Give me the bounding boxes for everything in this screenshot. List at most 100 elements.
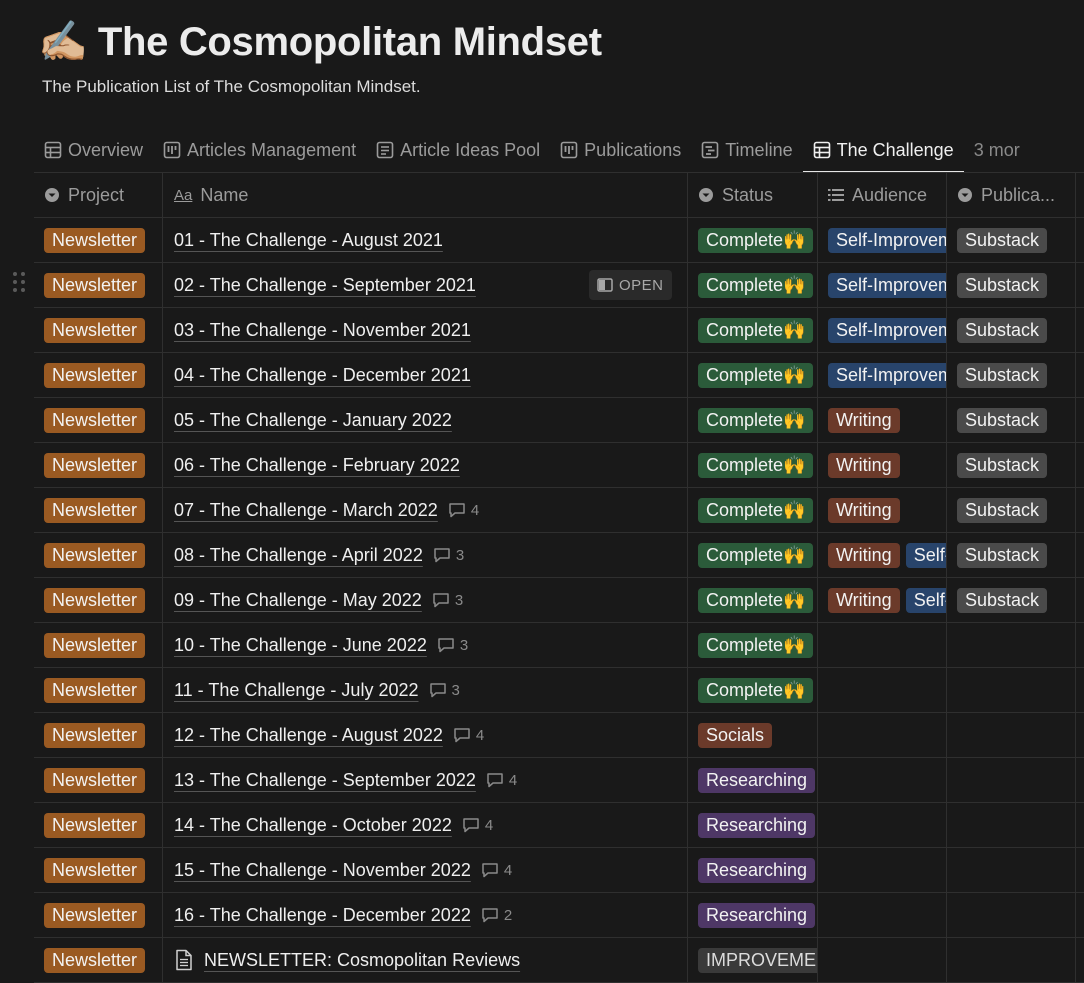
- status-cell[interactable]: Complete🙌: [688, 308, 818, 352]
- drag-handle-icon[interactable]: [12, 271, 26, 293]
- publication-cell[interactable]: [947, 623, 1076, 667]
- row-title[interactable]: 02 - The Challenge - September 2021: [174, 274, 476, 295]
- comment-count[interactable]: 3: [432, 592, 463, 609]
- audience-cell[interactable]: Writing: [818, 488, 947, 532]
- table-row[interactable]: Newsletter 12 - The Challenge - August 20…: [34, 713, 1084, 758]
- publication-cell[interactable]: [947, 713, 1076, 757]
- project-cell[interactable]: Newsletter: [34, 533, 163, 577]
- name-cell[interactable]: 13 - The Challenge - September 2022 4: [163, 758, 688, 802]
- table-row[interactable]: Newsletter 16 - The Challenge - December …: [34, 893, 1084, 938]
- tab-overview[interactable]: Overview: [34, 128, 153, 172]
- status-cell[interactable]: Complete🙌: [688, 668, 818, 712]
- name-cell[interactable]: 12 - The Challenge - August 2022 4: [163, 713, 688, 757]
- audience-cell[interactable]: [818, 758, 947, 802]
- name-cell[interactable]: 09 - The Challenge - May 2022 3: [163, 578, 688, 622]
- audience-cell[interactable]: [818, 803, 947, 847]
- publication-cell[interactable]: Substack: [947, 443, 1076, 487]
- audience-cell[interactable]: Self-Improvement: [818, 263, 947, 307]
- comment-count[interactable]: 4: [453, 727, 484, 744]
- status-cell[interactable]: Complete🙌: [688, 578, 818, 622]
- audience-cell[interactable]: Self-Improvement: [818, 353, 947, 397]
- audience-cell[interactable]: [818, 713, 947, 757]
- column-header-status[interactable]: Status: [688, 173, 818, 217]
- publication-cell[interactable]: [947, 803, 1076, 847]
- table-row[interactable]: Newsletter 06 - The Challenge - February …: [34, 443, 1084, 488]
- row-title[interactable]: 08 - The Challenge - April 2022: [174, 544, 423, 565]
- audience-cell[interactable]: [818, 668, 947, 712]
- publication-cell[interactable]: [947, 893, 1076, 937]
- project-cell[interactable]: Newsletter: [34, 848, 163, 892]
- column-header-project[interactable]: Project: [34, 173, 163, 217]
- publication-cell[interactable]: Substack: [947, 533, 1076, 577]
- row-title[interactable]: 04 - The Challenge - December 2021: [174, 364, 471, 385]
- project-cell[interactable]: Newsletter: [34, 938, 163, 982]
- audience-cell[interactable]: Writing: [818, 398, 947, 442]
- status-cell[interactable]: Socials: [688, 713, 818, 757]
- row-title[interactable]: 06 - The Challenge - February 2022: [174, 454, 460, 475]
- status-cell[interactable]: Complete🙌: [688, 623, 818, 667]
- name-cell[interactable]: 08 - The Challenge - April 2022 3: [163, 533, 688, 577]
- publication-cell[interactable]: Substack: [947, 263, 1076, 307]
- table-row[interactable]: Newsletter 03 - The Challenge - November …: [34, 308, 1084, 353]
- comment-count[interactable]: 2: [481, 907, 512, 924]
- table-row[interactable]: Newsletter 08 - The Challenge - April 202…: [34, 533, 1084, 578]
- column-header-publication[interactable]: Publica...: [947, 173, 1076, 217]
- audience-cell[interactable]: Self-Improvement: [818, 308, 947, 352]
- publication-cell[interactable]: Substack: [947, 578, 1076, 622]
- comment-count[interactable]: 3: [429, 682, 460, 699]
- row-title[interactable]: 12 - The Challenge - August 2022: [174, 724, 443, 745]
- status-cell[interactable]: Complete🙌: [688, 263, 818, 307]
- comment-count[interactable]: 3: [433, 547, 464, 564]
- table-row[interactable]: Newsletter 13 - The Challenge - September…: [34, 758, 1084, 803]
- comment-count[interactable]: 4: [448, 502, 479, 519]
- tab-article-ideas-pool[interactable]: Article Ideas Pool: [366, 128, 550, 172]
- project-cell[interactable]: Newsletter: [34, 803, 163, 847]
- row-title[interactable]: 03 - The Challenge - November 2021: [174, 319, 471, 340]
- name-cell[interactable]: 07 - The Challenge - March 2022 4: [163, 488, 688, 532]
- status-cell[interactable]: Complete🙌: [688, 353, 818, 397]
- publication-cell[interactable]: Substack: [947, 308, 1076, 352]
- status-cell[interactable]: Complete🙌: [688, 488, 818, 532]
- publication-cell[interactable]: Substack: [947, 398, 1076, 442]
- table-row[interactable]: Newsletter 02 - The Challenge - September…: [34, 263, 1084, 308]
- project-cell[interactable]: Newsletter: [34, 578, 163, 622]
- publication-cell[interactable]: [947, 758, 1076, 802]
- tab-articles-management[interactable]: Articles Management: [153, 128, 366, 172]
- publication-cell[interactable]: [947, 938, 1076, 982]
- audience-cell[interactable]: [818, 623, 947, 667]
- status-cell[interactable]: IMPROVEMENT: [688, 938, 818, 982]
- audience-cell[interactable]: Writing: [818, 443, 947, 487]
- name-cell[interactable]: 06 - The Challenge - February 2022: [163, 443, 688, 487]
- project-cell[interactable]: Newsletter: [34, 218, 163, 262]
- publication-cell[interactable]: Substack: [947, 488, 1076, 532]
- table-row[interactable]: Newsletter 15 - The Challenge - November …: [34, 848, 1084, 893]
- status-cell[interactable]: Researching: [688, 803, 818, 847]
- row-title[interactable]: 10 - The Challenge - June 2022: [174, 634, 427, 655]
- audience-cell[interactable]: [818, 848, 947, 892]
- project-cell[interactable]: Newsletter: [34, 398, 163, 442]
- name-cell[interactable]: 05 - The Challenge - January 2022: [163, 398, 688, 442]
- name-cell[interactable]: 16 - The Challenge - December 2022 2: [163, 893, 688, 937]
- row-title[interactable]: 11 - The Challenge - July 2022: [174, 679, 419, 700]
- table-row[interactable]: Newsletter 09 - The Challenge - May 2022 3…: [34, 578, 1084, 623]
- row-title[interactable]: NEWSLETTER: Cosmopolitan Reviews: [204, 949, 521, 970]
- row-title[interactable]: 09 - The Challenge - May 2022: [174, 589, 422, 610]
- status-cell[interactable]: Complete🙌: [688, 443, 818, 487]
- project-cell[interactable]: Newsletter: [34, 263, 163, 307]
- status-cell[interactable]: Researching: [688, 848, 818, 892]
- name-cell[interactable]: 10 - The Challenge - June 2022 3: [163, 623, 688, 667]
- project-cell[interactable]: Newsletter: [34, 713, 163, 757]
- comment-count[interactable]: 3: [437, 637, 468, 654]
- tab-the-challenge[interactable]: The Challenge: [802, 128, 964, 173]
- audience-cell[interactable]: [818, 938, 947, 982]
- column-header-audience[interactable]: Audience: [818, 173, 947, 217]
- status-cell[interactable]: Complete🙌: [688, 533, 818, 577]
- row-title[interactable]: 05 - The Challenge - January 2022: [174, 409, 452, 430]
- row-title[interactable]: 07 - The Challenge - March 2022: [174, 499, 438, 520]
- name-cell[interactable]: 01 - The Challenge - August 2021: [163, 218, 688, 262]
- project-cell[interactable]: Newsletter: [34, 353, 163, 397]
- status-cell[interactable]: Complete🙌: [688, 218, 818, 262]
- row-title[interactable]: 15 - The Challenge - November 2022: [174, 859, 471, 880]
- name-cell[interactable]: NEWSLETTER: Cosmopolitan Reviews: [163, 938, 688, 982]
- tab-timeline[interactable]: Timeline: [691, 128, 802, 172]
